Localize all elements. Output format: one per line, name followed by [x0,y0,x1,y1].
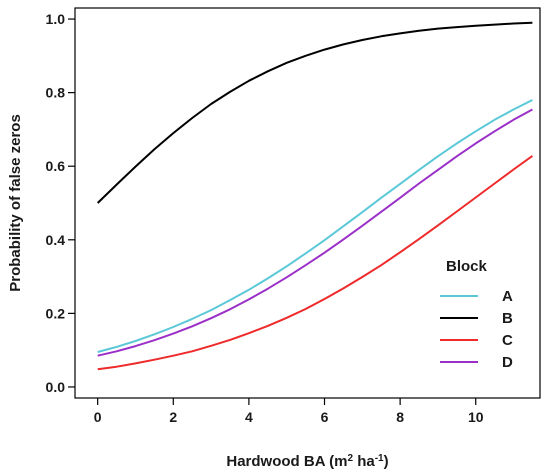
series-layer [97,21,533,371]
legend-title: Block [446,258,488,275]
x-tick-label: 10 [468,409,484,425]
y-tick-label: 0.8 [46,85,66,101]
y-tick-label: 1.0 [46,11,66,27]
y-tick-label: 0.2 [46,305,66,321]
y-tick-label: 0.6 [46,158,66,174]
x-tick-label: 8 [396,409,404,425]
x-tick-label: 4 [245,409,253,425]
series-line-d [97,108,533,357]
x-tick-label: 0 [94,409,102,425]
x-tick-label: 2 [169,409,177,425]
y-tick-label: 0.4 [46,232,66,248]
legend-label-a: A [502,288,513,305]
axes: 0 2 4 6 8 10 0.0 0.2 0.4 0.6 0.8 1.0 [46,7,541,425]
x-tick-label: 6 [321,409,329,425]
y-tick-label: 0.0 [46,379,66,395]
series-line-b [97,21,533,204]
series-line-a [97,99,533,353]
y-axis-label: Probability of false zeros [7,114,24,292]
x-axis-label: Hardwood BA (m2 ha-1) [226,453,388,471]
legend-label-b: B [502,310,513,327]
series-line-c [97,155,533,371]
plot-frame [74,7,541,399]
legend-label-c: C [502,332,513,349]
legend-label-d: D [502,354,513,371]
